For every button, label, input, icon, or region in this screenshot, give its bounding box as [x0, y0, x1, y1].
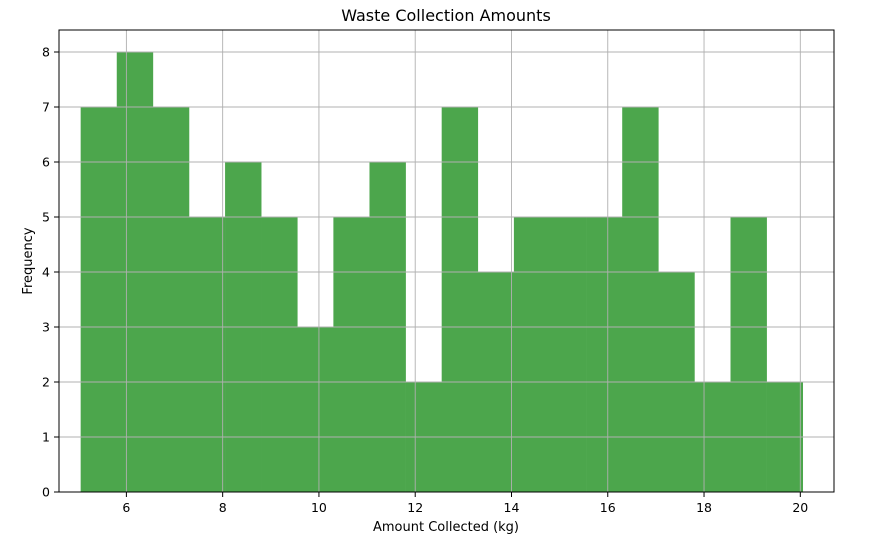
y-axis-label: Frequency [21, 227, 36, 294]
histogram-bar [730, 217, 767, 492]
x-tick-label: 14 [504, 500, 520, 515]
x-tick-label: 8 [219, 500, 227, 515]
x-tick-label: 16 [600, 500, 616, 515]
histogram-bar [188, 217, 226, 492]
x-tick-label: 10 [311, 500, 327, 515]
x-tick-label: 12 [407, 500, 423, 515]
chart-title: Waste Collection Amounts [341, 6, 551, 25]
histogram-bar [152, 107, 190, 492]
histogram-bar [333, 217, 370, 492]
histogram-bar [549, 217, 587, 492]
x-tick-label: 18 [696, 500, 712, 515]
plot-frame [58, 29, 835, 493]
y-tick-label: 4 [42, 265, 50, 280]
y-tick-label: 6 [42, 155, 50, 170]
histogram-bar [586, 217, 623, 492]
x-tick-label: 20 [792, 500, 808, 515]
y-tick-label: 0 [42, 485, 50, 500]
histogram-bar [80, 107, 118, 492]
histogram-bar [513, 217, 551, 492]
histogram-bar [441, 107, 479, 492]
x-axis-label: Amount Collected (kg) [373, 520, 519, 535]
y-tick-label: 2 [42, 375, 50, 390]
histogram-bar [261, 217, 298, 492]
histogram-bar [622, 107, 659, 492]
y-tick-label: 7 [42, 100, 50, 115]
y-tick-label: 5 [42, 210, 50, 225]
x-tick-label: 6 [122, 500, 130, 515]
y-tick-label: 8 [42, 45, 50, 60]
histogram-bar [297, 327, 334, 492]
y-tick-label: 3 [42, 320, 50, 335]
y-tick-label: 1 [42, 430, 50, 445]
